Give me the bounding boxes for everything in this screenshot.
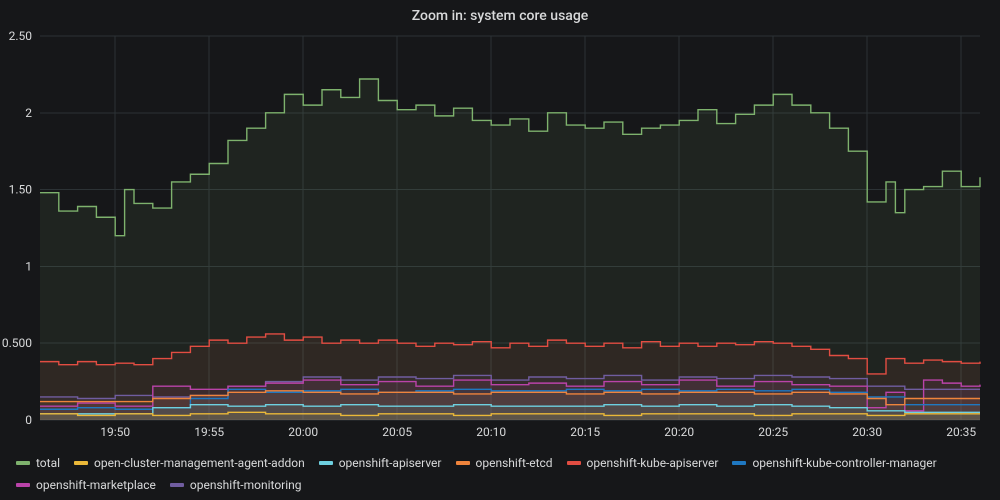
- chart-title: Zoom in: system core usage: [0, 0, 1000, 28]
- svg-text:20:30: 20:30: [852, 425, 882, 439]
- legend-swatch: [170, 483, 184, 487]
- svg-text:1.50: 1.50: [9, 183, 33, 197]
- svg-text:20:10: 20:10: [476, 425, 506, 439]
- legend-label: open-cluster-management-agent-addon: [94, 454, 305, 472]
- legend-swatch: [74, 461, 88, 465]
- legend-item[interactable]: openshift-marketplace: [16, 476, 156, 494]
- svg-text:20:15: 20:15: [570, 425, 600, 439]
- legend-item[interactable]: open-cluster-management-agent-addon: [74, 454, 305, 472]
- svg-text:20:35: 20:35: [946, 425, 976, 439]
- legend-item[interactable]: openshift-etcd: [456, 454, 553, 472]
- svg-text:0.500: 0.500: [2, 336, 32, 350]
- svg-text:20:05: 20:05: [382, 425, 412, 439]
- chart-legend: total open-cluster-management-agent-addon…: [16, 454, 984, 494]
- svg-text:19:55: 19:55: [194, 425, 224, 439]
- legend-swatch: [16, 483, 30, 487]
- legend-item[interactable]: openshift-monitoring: [170, 476, 302, 494]
- legend-label: openshift-marketplace: [36, 476, 156, 494]
- legend-label: total: [36, 454, 60, 472]
- legend-item[interactable]: total: [16, 454, 60, 472]
- svg-text:2: 2: [25, 106, 32, 120]
- plot-area[interactable]: 00.50011.5022.5019:5019:5520:0020:0520:1…: [40, 32, 988, 442]
- svg-text:20:25: 20:25: [758, 425, 788, 439]
- legend-item[interactable]: openshift-kube-controller-manager: [732, 454, 936, 472]
- legend-swatch: [732, 461, 746, 465]
- svg-text:20:00: 20:00: [288, 425, 318, 439]
- legend-label: openshift-apiserver: [339, 454, 442, 472]
- svg-text:2.50: 2.50: [9, 29, 33, 43]
- svg-text:19:50: 19:50: [100, 425, 130, 439]
- legend-label: openshift-monitoring: [190, 476, 302, 494]
- legend-swatch: [319, 461, 333, 465]
- svg-text:20:20: 20:20: [664, 425, 694, 439]
- legend-label: openshift-kube-controller-manager: [752, 454, 936, 472]
- legend-item[interactable]: openshift-kube-apiserver: [567, 454, 719, 472]
- chart-panel: Zoom in: system core usage 0 0.500 1 1.50 2 2…: [0, 0, 1000, 500]
- svg-text:0: 0: [25, 413, 32, 427]
- chart-svg: 00.50011.5022.5019:5019:5520:0020:0520:1…: [40, 32, 988, 442]
- legend-swatch: [456, 461, 470, 465]
- legend-item[interactable]: openshift-apiserver: [319, 454, 442, 472]
- legend-label: openshift-etcd: [476, 454, 553, 472]
- legend-label: openshift-kube-apiserver: [587, 454, 719, 472]
- legend-swatch: [16, 461, 30, 465]
- legend-swatch: [567, 461, 581, 465]
- svg-text:1: 1: [25, 259, 32, 273]
